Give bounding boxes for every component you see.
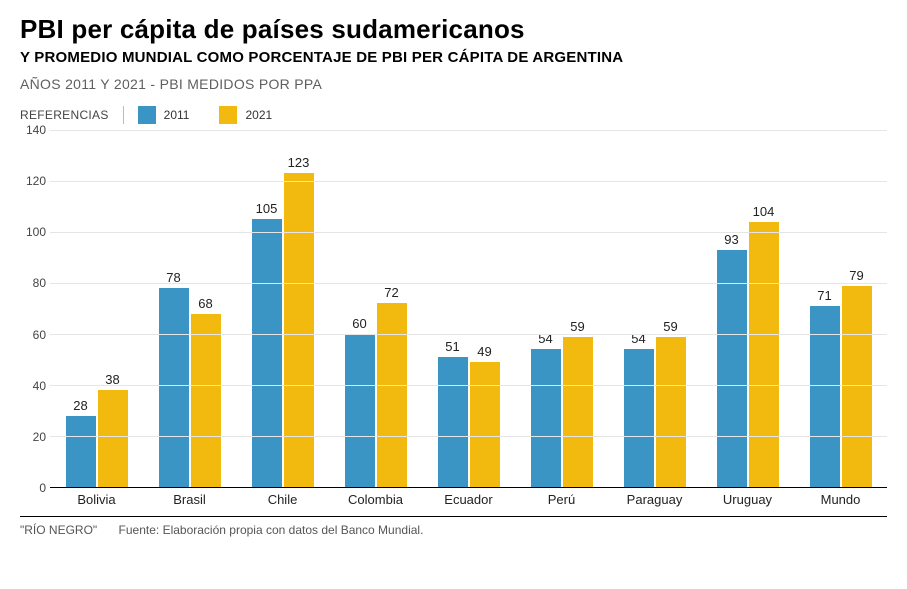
bar-groups: 283878681051236072514954595459931047179	[50, 130, 887, 487]
bar-value-label: 68	[198, 296, 212, 311]
bar: 79	[842, 286, 872, 487]
bar-group: 5459	[515, 130, 608, 487]
bar: 28	[66, 416, 96, 487]
legend-series-name: 2021	[245, 108, 272, 122]
x-axis-labels: BoliviaBrasilChileColombiaEcuadorPerúPar…	[50, 488, 887, 510]
bar-group: 5459	[608, 130, 701, 487]
grid-line	[50, 283, 887, 284]
x-tick-label: Ecuador	[422, 488, 515, 510]
y-tick-label: 60	[20, 328, 46, 342]
grid-line	[50, 130, 887, 131]
y-axis: 020406080100120140	[20, 130, 46, 488]
bar-group: 71 79	[794, 130, 887, 487]
bar: 68	[191, 314, 221, 487]
legend: REFERENCIAS 2011 2021	[20, 106, 887, 124]
bar: 51	[438, 357, 468, 487]
legend-item: 2021	[219, 106, 272, 124]
y-tick-label: 100	[20, 225, 46, 239]
legend-swatch	[219, 106, 237, 124]
bar-value-label: 49	[477, 344, 491, 359]
bar-value-label: 60	[352, 316, 366, 331]
plot-area: 283878681051236072514954595459931047179	[50, 130, 887, 488]
bar: 54	[531, 349, 561, 487]
bar: 59	[656, 337, 686, 487]
legend-separator	[123, 106, 124, 124]
y-tick-label: 0	[20, 481, 46, 495]
bar: 104	[749, 222, 779, 487]
legend-series-name: 2011	[164, 108, 190, 122]
x-tick-label: Colombia	[329, 488, 422, 510]
chart-area: 020406080100120140 283878681051236072514…	[50, 130, 887, 510]
legend-swatch	[138, 106, 156, 124]
bar-group: 7868	[143, 130, 236, 487]
y-tick-label: 120	[20, 174, 46, 188]
grid-line	[50, 181, 887, 182]
x-tick-label: Bolivia	[50, 488, 143, 510]
bar-value-label: 93	[724, 232, 738, 247]
bar: 123	[284, 173, 314, 487]
footer-source: Fuente: Elaboración propia con datos del…	[119, 523, 424, 537]
y-tick-label: 20	[20, 430, 46, 444]
bar-value-label: 59	[570, 319, 584, 334]
bar-group: 2838	[50, 130, 143, 487]
bar-value-label: 71	[817, 288, 831, 303]
bar-value-label: 59	[663, 319, 677, 334]
legend-label: REFERENCIAS	[20, 108, 109, 122]
bar-value-label: 105	[256, 201, 278, 216]
bar-value-label: 79	[849, 268, 863, 283]
bar-value-label: 104	[753, 204, 775, 219]
bar: 72	[377, 303, 407, 487]
x-tick-label: Chile	[236, 488, 329, 510]
chart-title: PBI per cápita de países sudamericanos	[20, 14, 887, 45]
bar: 59	[563, 337, 593, 487]
bar: 49	[470, 362, 500, 487]
bar-group: 105123	[236, 130, 329, 487]
x-tick-label: Perú	[515, 488, 608, 510]
x-tick-label: Mundo	[794, 488, 887, 510]
x-tick-label: Uruguay	[701, 488, 794, 510]
bar: 60	[345, 334, 375, 487]
y-tick-label: 80	[20, 276, 46, 290]
x-tick-label: Brasil	[143, 488, 236, 510]
x-tick-label: Paraguay	[608, 488, 701, 510]
grid-line	[50, 436, 887, 437]
grid-line	[50, 334, 887, 335]
bar-value-label: 123	[288, 155, 310, 170]
bar-value-label: 28	[73, 398, 87, 413]
bar-group: 93104	[701, 130, 794, 487]
bar-group: 5149	[422, 130, 515, 487]
bar: 54	[624, 349, 654, 487]
bar: 105	[252, 219, 282, 487]
legend-item: 2011	[138, 106, 190, 124]
bar-value-label: 72	[384, 285, 398, 300]
y-tick-label: 140	[20, 123, 46, 137]
chart-note: AÑOS 2011 Y 2021 - PBI MEDIDOS POR PPA	[20, 76, 887, 92]
bar: 93	[717, 250, 747, 487]
chart-subtitle: Y PROMEDIO MUNDIAL COMO PORCENTAJE DE PB…	[20, 49, 887, 66]
grid-line	[50, 385, 887, 386]
chart-footer: "RÍO NEGRO" Fuente: Elaboración propia c…	[20, 516, 887, 537]
footer-brand: "RÍO NEGRO"	[20, 523, 97, 537]
bar-group: 6072	[329, 130, 422, 487]
bar: 78	[159, 288, 189, 487]
y-tick-label: 40	[20, 379, 46, 393]
bar-value-label: 51	[445, 339, 459, 354]
bar: 38	[98, 390, 128, 487]
grid-line	[50, 232, 887, 233]
